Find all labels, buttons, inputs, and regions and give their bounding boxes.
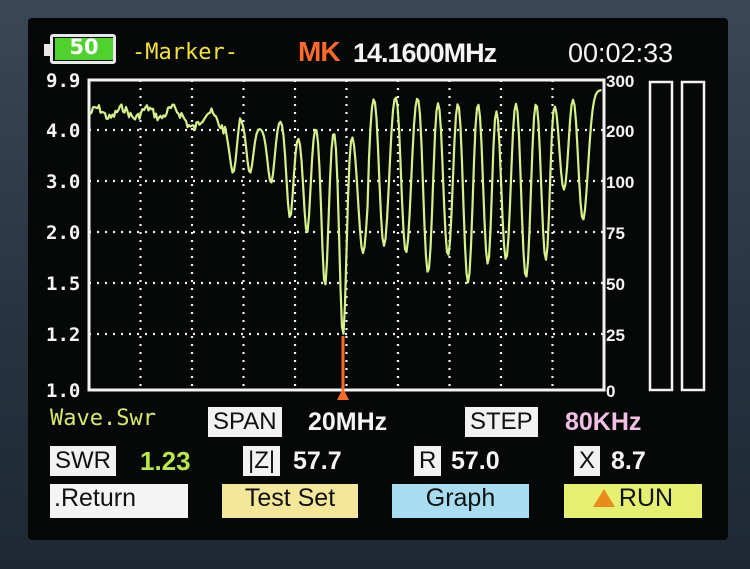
lcd-screen: 50 -Marker- MK 14.1600MHz 00:02:33 9.9 4.… [28, 18, 728, 540]
graph-button-label: Graph [425, 484, 496, 512]
impedance-tick-label: 300 [606, 72, 634, 91]
impedance-tick-label: 100 [606, 173, 634, 192]
run-triangle-icon [592, 489, 615, 507]
swr-graph: 9.9 4.0 3.0 2.0 1.5 1.2 1.0 300 200 100 75 50 25 0 [46, 70, 706, 402]
r-label: R [414, 446, 442, 476]
marker-frequency: 14.1600MHz [353, 38, 497, 68]
impedance-tick-label: 200 [606, 122, 634, 141]
battery-tip [44, 44, 51, 56]
impedance-axis: 300 200 100 75 50 25 0 [606, 72, 634, 401]
x-value: 8.7 [611, 447, 646, 475]
swr-tick-label: 3.0 [46, 171, 80, 193]
impedance-tick-label: 75 [606, 224, 625, 243]
swr-tick-label: 4.0 [46, 120, 80, 142]
span-label: SPAN [208, 407, 282, 437]
swr-tick-label: 1.2 [46, 324, 80, 346]
step-value: 80KHz [565, 408, 642, 436]
impedance-tick-label: 0 [606, 382, 615, 401]
swr-axis: 9.9 4.0 3.0 2.0 1.5 1.2 1.0 [46, 70, 80, 402]
return-button[interactable]: .Return [50, 484, 188, 518]
mode-title: -Marker- [132, 40, 238, 65]
test-set-button-label: Test Set [244, 484, 336, 512]
level-bar-2 [680, 80, 706, 392]
battery-level: 50 [69, 35, 99, 59]
x-label: X [574, 446, 601, 476]
z-value: 57.7 [293, 447, 342, 475]
marker-triangle-icon [337, 388, 349, 400]
battery-fill [55, 38, 113, 60]
swr-tick-label: 9.9 [46, 70, 80, 92]
return-button-label: .Return [54, 484, 136, 512]
step-label: STEP [465, 407, 538, 437]
swr-value: 1.23 [140, 446, 191, 476]
clock: 00:02:33 [568, 38, 674, 68]
swr-label: SWR [50, 446, 116, 476]
test-set-button[interactable]: Test Set [222, 484, 358, 518]
run-button[interactable]: RUN [564, 484, 702, 518]
run-button-label: RUN [618, 484, 674, 512]
marker-label: MK [298, 36, 341, 67]
display-mode: Wave.Swr [50, 406, 156, 431]
level-bar-1 [648, 80, 674, 392]
z-label: |Z| [243, 446, 281, 476]
span-value: 20MHz [308, 408, 388, 436]
impedance-tick-label: 50 [606, 275, 625, 294]
swr-tick-label: 2.0 [46, 222, 80, 244]
graph-button[interactable]: Graph [392, 484, 529, 518]
swr-trace [89, 89, 602, 335]
swr-tick-label: 1.5 [46, 273, 80, 295]
impedance-tick-label: 25 [606, 326, 625, 345]
r-value: 57.0 [451, 447, 500, 475]
swr-tick-label: 1.0 [46, 380, 80, 402]
